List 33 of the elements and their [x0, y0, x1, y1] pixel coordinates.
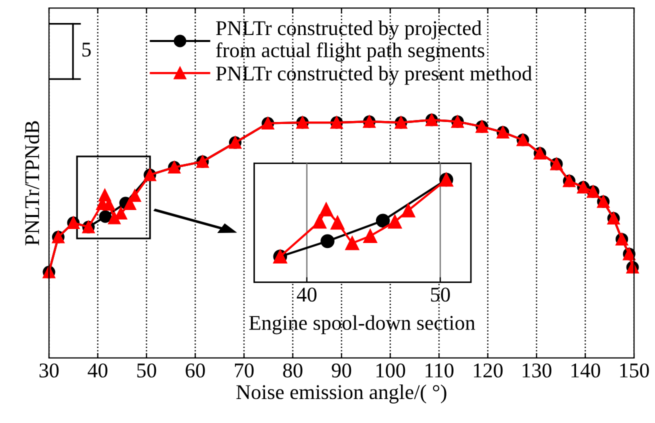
legend-label: PNLTr constructed by projected from actual flight path segments: [216, 20, 484, 62]
legend-label: PNLTr constructed by present method: [216, 66, 532, 85]
text: 5: [82, 42, 91, 57]
annotation: Engine spool-down section: [249, 315, 476, 334]
point: [388, 214, 402, 229]
y-axis-title: PNLTr/TPNdB: [24, 121, 40, 246]
x-tick-label: 150: [620, 363, 649, 378]
x-tick-label: 40: [88, 363, 108, 378]
x-tick-label: 70: [234, 363, 254, 378]
x-tick-label: 90: [332, 363, 352, 378]
point: [99, 210, 112, 223]
x-tick-label: 120: [474, 363, 503, 378]
point: [401, 203, 416, 218]
x-tick-label: 100: [376, 363, 406, 378]
x-tick-label: 80: [283, 363, 302, 378]
point: [128, 189, 142, 202]
point: [98, 188, 112, 202]
x-tick-label: 140: [571, 363, 600, 378]
point: [376, 214, 390, 228]
x-tick-label: 60: [186, 363, 205, 378]
point: [345, 236, 360, 250]
x-tick-label: 50: [137, 363, 156, 378]
point: [363, 229, 378, 243]
x-axis-title: Noise emission angle/( °): [236, 384, 446, 404]
point: [320, 234, 334, 248]
x-tick-label: 130: [522, 363, 552, 378]
x-tick-label: 30: [40, 363, 59, 378]
x-tick-label: 50: [431, 288, 450, 302]
point: [319, 202, 334, 216]
x-tick-label: 40: [296, 288, 316, 302]
point: [330, 216, 344, 230]
x-tick-label: 110: [426, 363, 454, 378]
point: [312, 214, 326, 229]
